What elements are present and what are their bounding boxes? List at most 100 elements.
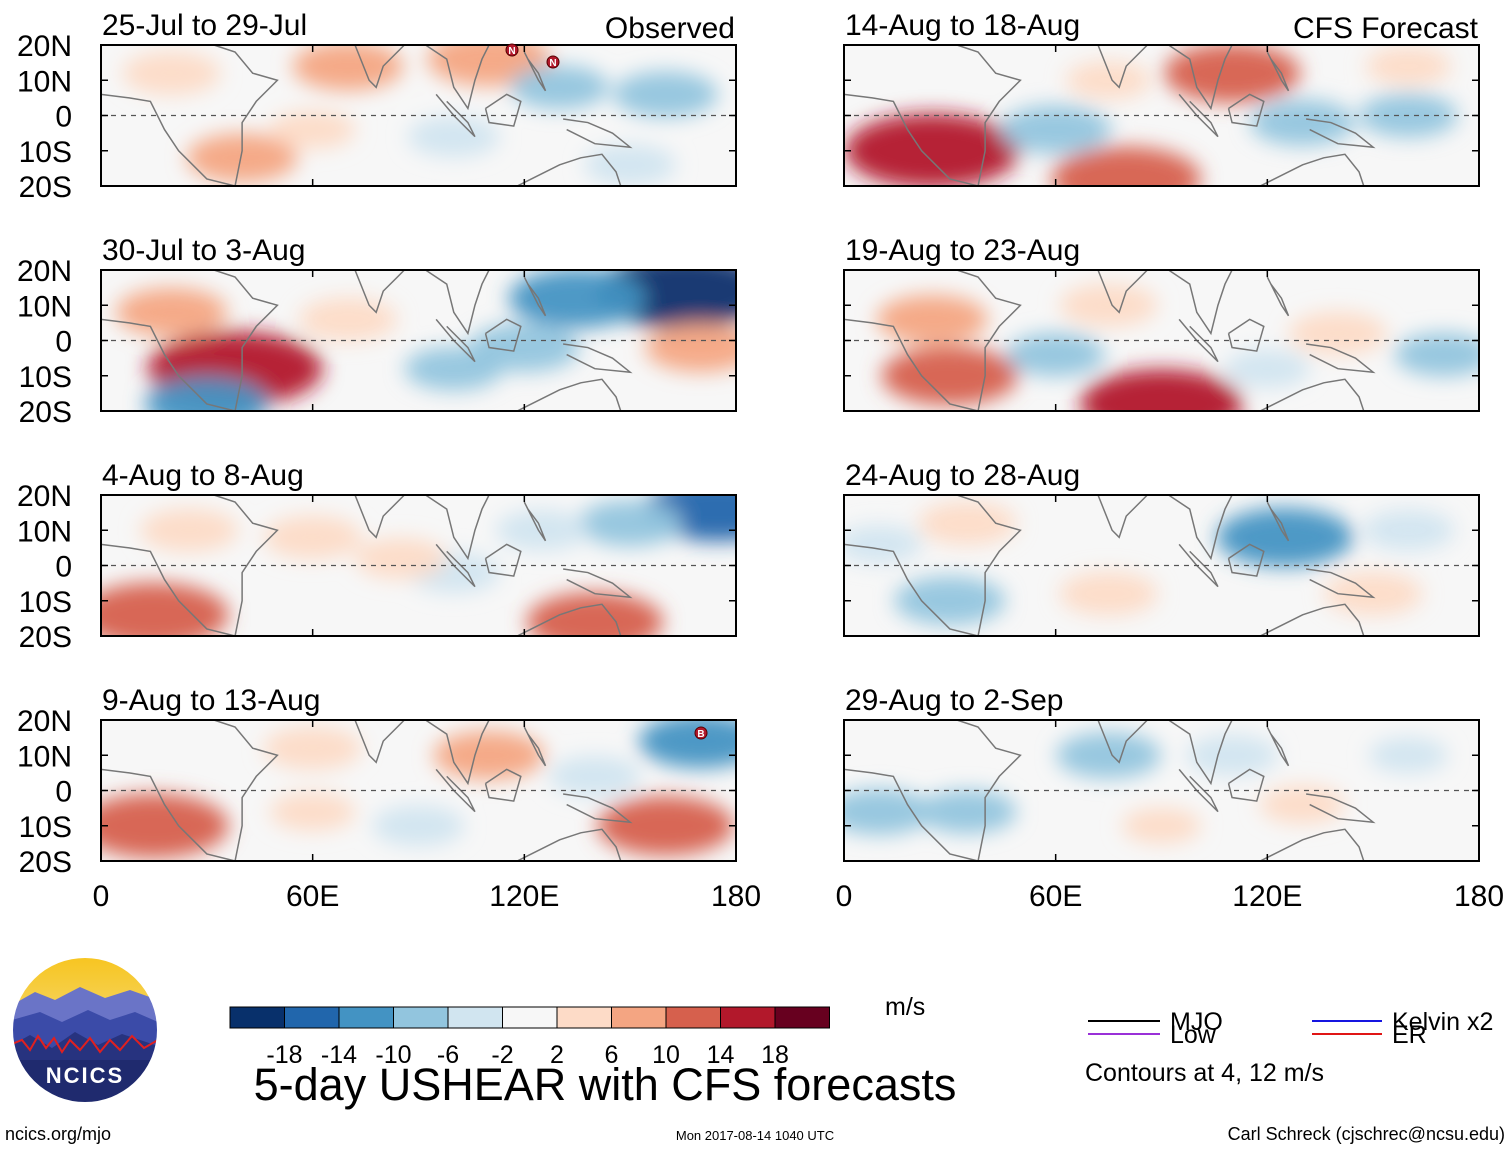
panel-source-label: CFS Forecast [1293, 12, 1479, 45]
shear-anomaly-blob [1394, 332, 1479, 377]
lat-tick-label: 10S [19, 586, 72, 619]
colorbar-tick-label: 18 [761, 1041, 789, 1069]
shear-anomaly-blob [1056, 732, 1161, 779]
shear-anomaly-blob [894, 576, 1006, 626]
panel-title: 19-Aug to 23-Aug [845, 234, 1080, 267]
shear-anomaly-blob [298, 297, 398, 342]
shear-anomaly-blob [122, 51, 221, 95]
panel-title: 25-Jul to 29-Jul [102, 9, 307, 42]
colorbar-tick-label: 2 [550, 1041, 564, 1069]
logo-text: NCICS [46, 1063, 124, 1088]
panel-source-label: Observed [605, 12, 735, 45]
shear-anomaly-blob [918, 501, 1017, 545]
shear-anomaly-blob [1288, 311, 1388, 356]
colorbar-cell [774, 1006, 830, 1029]
colorbar-tick-label: -6 [437, 1041, 459, 1069]
legend-label-low: Low [1170, 1021, 1217, 1049]
map-panel: 24-Aug to 28-Aug [843, 459, 1480, 637]
colorbar-cell [229, 1006, 285, 1029]
lat-tick-label: 10S [19, 361, 72, 394]
lat-tick-label: 10N [17, 515, 72, 548]
shear-anomaly-blob [372, 805, 465, 847]
colorbar-cell [447, 1006, 503, 1029]
lat-tick-label: 10S [19, 136, 72, 169]
ncics-logo: NCICS [11, 956, 159, 1104]
lon-tick-label: 0 [93, 880, 110, 913]
shear-anomaly-blob [101, 582, 229, 636]
shear-anomaly-blob [433, 730, 545, 780]
shear-anomaly-blob [1059, 283, 1158, 328]
shear-anomaly-blob [1121, 807, 1202, 844]
colorbar-cell [338, 1006, 394, 1029]
shear-anomaly-blob [292, 45, 404, 91]
shear-anomaly-blob [101, 793, 229, 858]
lon-tick-label: 180 [1454, 880, 1504, 913]
lat-tick-label: 20S [19, 396, 72, 429]
lon-tick-label: 60E [1029, 880, 1082, 913]
website-link[interactable]: ncics.org/mjo [5, 1124, 111, 1144]
colorbar-tick-label: 14 [707, 1041, 735, 1069]
shear-anomaly-blob [263, 515, 362, 560]
shear-anomaly-blob [1080, 369, 1243, 411]
shear-anomaly-blob [1216, 507, 1354, 567]
lon-tick-label: 0 [836, 880, 853, 913]
shear-anomaly-blob [1000, 105, 1112, 154]
shear-anomaly-blob [548, 755, 641, 797]
coastlines [101, 45, 633, 186]
coastlines [101, 720, 633, 861]
shear-anomaly-blob [404, 346, 503, 391]
lat-tick-label: 0 [55, 101, 72, 134]
storm-marker-label: N [508, 46, 515, 57]
colorbar-tick-label: 6 [605, 1041, 619, 1069]
shear-anomaly-blob [1365, 46, 1452, 86]
shear-anomaly-blob [1368, 737, 1449, 774]
colorbar-unit: m/s [885, 993, 925, 1021]
legend-label-mjo: MJO [1170, 1008, 1223, 1036]
shear-anomaly-blob [1259, 785, 1346, 824]
coastlines [844, 45, 1376, 186]
lat-tick-label: 10N [17, 740, 72, 773]
panel-title: 9-Aug to 13-Aug [102, 684, 320, 717]
storm-marker: N [546, 55, 560, 69]
shear-anomaly-blob [510, 65, 609, 110]
storm-marker-label: N [549, 58, 556, 69]
panel-title: 4-Aug to 8-Aug [102, 459, 304, 492]
colorbar-tick-label: -2 [491, 1041, 513, 1069]
figure-title: 5-day USHEAR with CFS forecasts [254, 1059, 957, 1110]
lon-tick-label: 60E [286, 880, 339, 913]
lat-tick-label: 10S [19, 811, 72, 844]
shear-anomaly-blob [1186, 734, 1279, 776]
legend-label-er: ER [1392, 1021, 1427, 1049]
shear-anomaly-blob [638, 720, 736, 769]
colorbar-cell [284, 1006, 340, 1029]
colorbar: -18 -14 -10 -6 -2 2 6 10 14 18 m/s [229, 993, 925, 1069]
shear-anomaly-blob [407, 116, 500, 158]
panel-title: 30-Jul to 3-Aug [102, 234, 305, 267]
shear-anomaly-blob [508, 270, 646, 328]
coastlines [101, 270, 633, 411]
legend-label-kelvin: Kelvin x2 [1392, 1008, 1493, 1036]
shear-anomaly-blob [844, 525, 923, 564]
lat-tick-label: 20S [19, 171, 72, 204]
storm-marker-label: B [697, 729, 704, 740]
colorbar-cell [502, 1006, 558, 1029]
panel-title: 24-Aug to 28-Aug [845, 459, 1080, 492]
colorbar-tick-label: 10 [652, 1041, 680, 1069]
colorbar-tick-label: -18 [266, 1041, 302, 1069]
shear-anomaly-blob [1323, 571, 1423, 616]
lon-tick-label: 120E [489, 880, 559, 913]
shear-anomaly-blob [645, 323, 736, 372]
credit: Carl Schreck (cjschrec@ncsu.edu) [1228, 1124, 1505, 1144]
coastlines [844, 720, 1376, 861]
contour-note: Contours at 4, 12 m/s [1085, 1059, 1324, 1087]
shear-anomaly-blob [584, 144, 677, 186]
shear-anomaly-blob [1006, 332, 1105, 377]
panel-title: 29-Aug to 2-Sep [845, 684, 1063, 717]
colorbar-tick-label: -14 [321, 1041, 357, 1069]
shear-anomaly-blob [1059, 571, 1158, 616]
storm-marker: N [505, 43, 519, 57]
colorbar-cell [611, 1006, 667, 1029]
lat-tick-label: 20N [17, 705, 72, 738]
